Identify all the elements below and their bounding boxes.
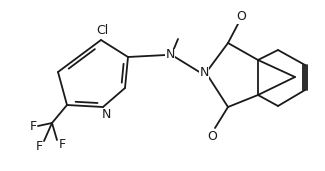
Text: F: F bbox=[58, 139, 66, 152]
Text: N: N bbox=[199, 67, 209, 80]
Text: O: O bbox=[207, 129, 217, 142]
Text: N: N bbox=[101, 109, 111, 122]
Text: O: O bbox=[236, 10, 246, 23]
Text: F: F bbox=[35, 140, 43, 153]
Text: Cl: Cl bbox=[96, 24, 108, 37]
Text: N: N bbox=[165, 49, 175, 62]
Text: F: F bbox=[30, 120, 36, 133]
